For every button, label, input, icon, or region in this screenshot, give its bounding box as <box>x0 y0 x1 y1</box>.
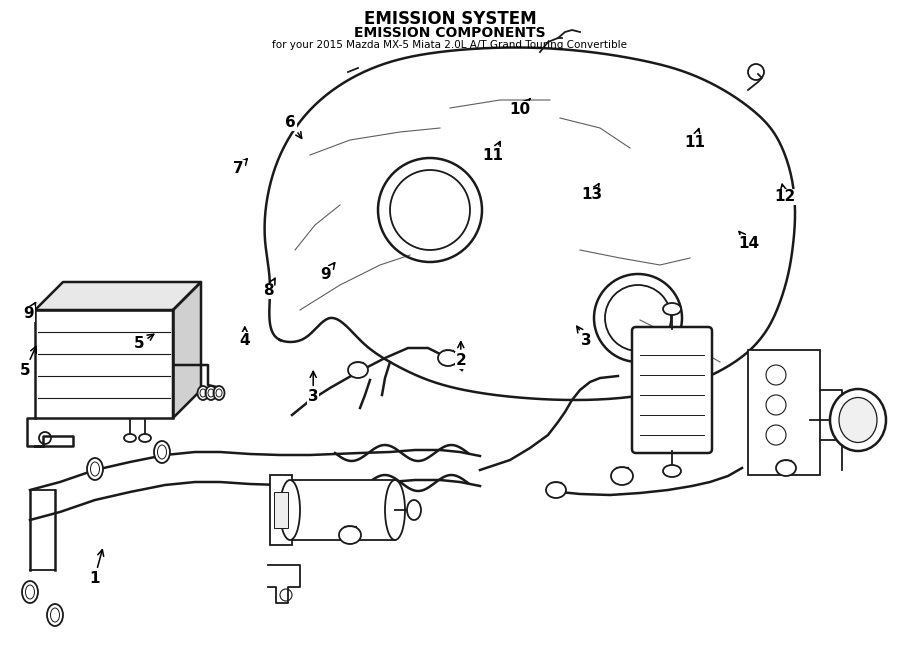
Text: 11: 11 <box>684 128 706 149</box>
Text: 2: 2 <box>455 342 466 368</box>
Text: 14: 14 <box>738 231 760 251</box>
Text: 13: 13 <box>581 184 603 202</box>
Bar <box>270 475 292 545</box>
Polygon shape <box>265 48 795 400</box>
Text: 9: 9 <box>23 303 36 321</box>
Text: for your 2015 Mazda MX-5 Miata 2.0L A/T Grand Touring Convertible: for your 2015 Mazda MX-5 Miata 2.0L A/T … <box>273 40 627 50</box>
Bar <box>274 492 288 528</box>
Bar <box>35 310 173 418</box>
Ellipse shape <box>407 500 421 520</box>
Ellipse shape <box>124 434 136 442</box>
Text: 6: 6 <box>285 115 302 138</box>
Ellipse shape <box>280 480 300 540</box>
Ellipse shape <box>776 460 796 476</box>
Polygon shape <box>35 282 201 310</box>
Ellipse shape <box>830 389 886 451</box>
Ellipse shape <box>385 480 405 540</box>
Ellipse shape <box>47 604 63 626</box>
Ellipse shape <box>348 362 368 378</box>
Text: 12: 12 <box>774 184 796 204</box>
Ellipse shape <box>663 303 681 315</box>
Text: 1: 1 <box>89 550 104 586</box>
Text: 10: 10 <box>509 98 531 116</box>
Text: 3: 3 <box>308 371 319 404</box>
Ellipse shape <box>22 581 38 603</box>
Text: 5: 5 <box>134 334 154 351</box>
Text: 3: 3 <box>577 327 592 348</box>
Text: 8: 8 <box>263 278 275 298</box>
Text: 5: 5 <box>20 346 36 377</box>
Bar <box>748 350 820 475</box>
FancyBboxPatch shape <box>632 327 712 453</box>
Text: 7: 7 <box>233 159 248 176</box>
Polygon shape <box>173 282 201 418</box>
Ellipse shape <box>546 482 566 498</box>
Ellipse shape <box>839 397 877 442</box>
Ellipse shape <box>87 458 103 480</box>
Bar <box>290 480 395 540</box>
Text: 9: 9 <box>320 262 335 282</box>
Ellipse shape <box>213 386 224 400</box>
Ellipse shape <box>438 350 458 366</box>
Ellipse shape <box>154 441 170 463</box>
Ellipse shape <box>139 434 151 442</box>
Text: 4: 4 <box>239 327 250 348</box>
Text: 11: 11 <box>482 141 504 163</box>
Ellipse shape <box>197 386 209 400</box>
Text: EMISSION COMPONENTS: EMISSION COMPONENTS <box>355 26 545 40</box>
Ellipse shape <box>663 465 681 477</box>
Ellipse shape <box>339 526 361 544</box>
Text: EMISSION SYSTEM: EMISSION SYSTEM <box>364 10 536 28</box>
Ellipse shape <box>611 467 633 485</box>
Ellipse shape <box>205 386 217 400</box>
